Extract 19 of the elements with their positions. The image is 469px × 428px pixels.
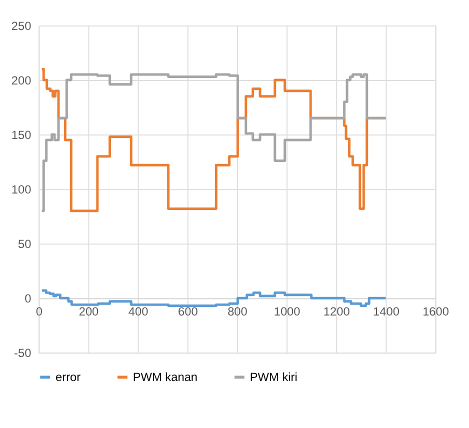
y-tick-label: 200 [11,73,32,88]
y-tick-label: 250 [11,18,32,33]
y-tick-label: 150 [11,128,32,142]
x-tick-label: 1600 [422,304,450,318]
y-tick-label: -50 [14,346,32,360]
legend-label: PWM kanan [132,370,198,384]
x-tick-label: 600 [178,304,198,318]
x-tick-label: 1400 [372,304,400,318]
y-tick-label: 50 [18,237,32,252]
x-tick-label: 1200 [323,304,350,318]
x-tick-label: 400 [128,304,149,318]
x-tick-label: 0 [36,304,43,318]
y-tick-label: 100 [11,182,32,197]
legend-label: PWM kiri [250,370,298,384]
legend-label: error [56,370,81,384]
x-tick-label: 800 [228,304,248,318]
y-tick-label: 0 [24,292,32,306]
x-tick-label: 200 [78,304,100,318]
x-tick-label: 1000 [274,304,301,318]
